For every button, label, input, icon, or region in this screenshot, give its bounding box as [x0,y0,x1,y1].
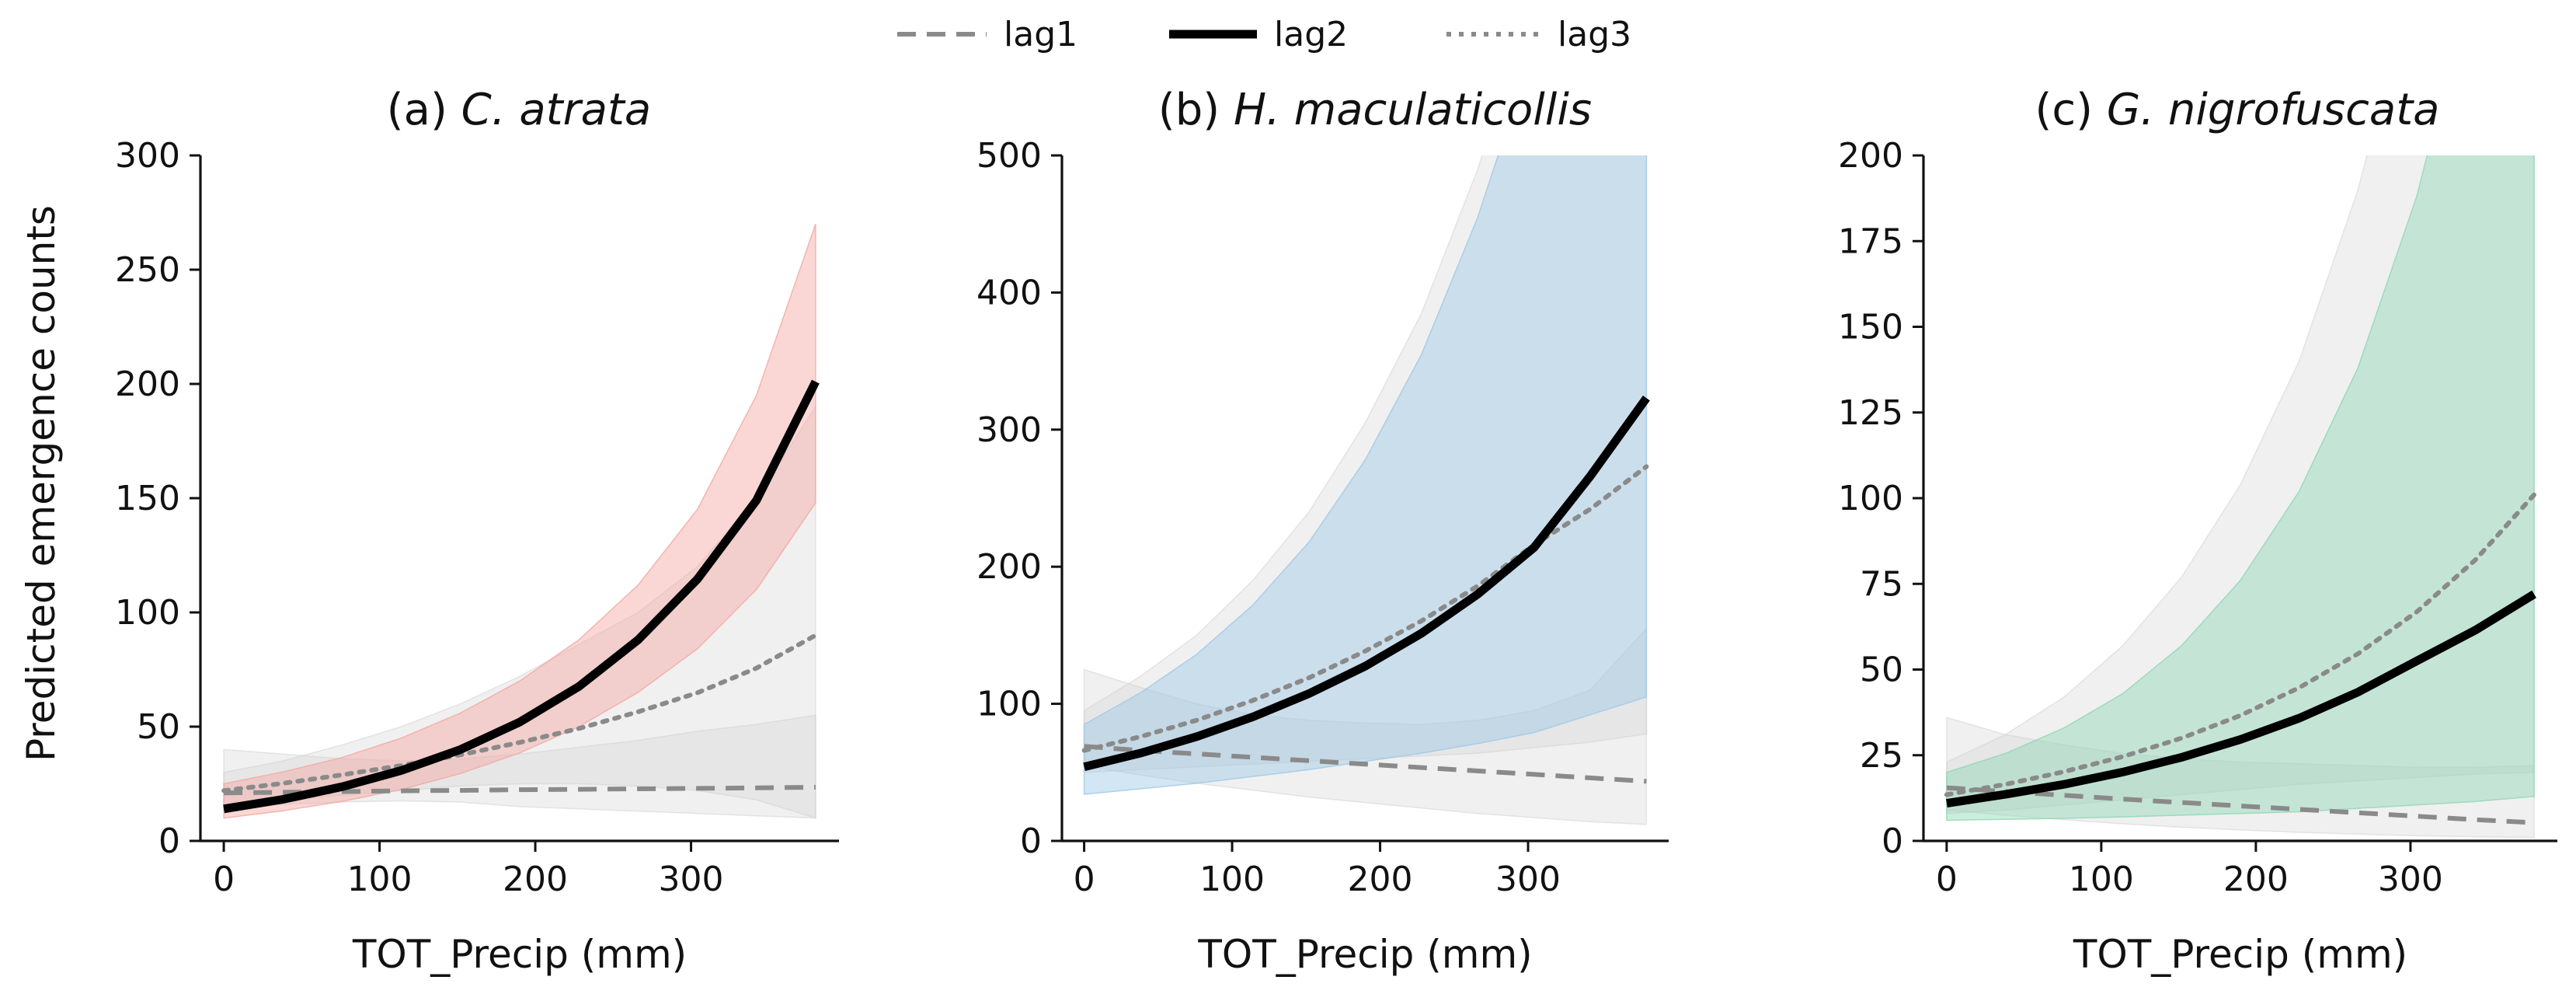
panel-a-y-tick-label: 0 [158,821,180,861]
panel-c-x-tick-label: 0 [1936,860,1958,899]
legend: lag1 lag2 lag3 [897,15,1631,54]
panel-a-y-tick-label: 150 [115,479,180,518]
panel-b-line-lag2 [1083,395,1650,772]
panel-c-y-tick-label: 25 [1860,736,1903,776]
panel-b-title-prefix: (b) [1158,85,1234,135]
panel-a-x-tick-label: 300 [659,860,724,899]
panel-c-y-tick-label: 150 [1838,308,1903,347]
panel-b-y-tick-label: 300 [976,410,1042,450]
panel-b-h-maculaticollis: (b) H. maculaticollis TOT_Precip (mm) 0 1… [976,85,1669,977]
panel-b-band-lag1 [1083,626,1648,825]
panel-c-y-tick-label: 75 [1860,564,1903,604]
panel-b-band-lag2 [1083,155,1648,795]
panel-b-x-axis-label: TOT_Precip (mm) [1197,932,1532,977]
panel-a-title-species: C. atrata [461,85,652,135]
panel-a-y-tick-label: 200 [115,364,180,404]
panel-a-x-axis-label: TOT_Precip (mm) [352,932,687,977]
panel-b-x-tick-label: 0 [1074,860,1095,899]
panel-b-band-lag3 [1083,155,1648,773]
panel-a-x-tick-label: 200 [503,860,568,899]
panel-a-line-lag2 [223,379,820,814]
legend-label-lag1: lag1 [1004,15,1077,54]
panel-a-line-lag3 [221,633,818,793]
panel-a-band-lag2 [223,223,816,819]
panel-a-plot-area [221,223,820,819]
panel-c-line-lag2 [1946,590,2536,807]
panel-b-x-tick-label: 100 [1199,860,1265,899]
panel-a-y-tick-label: 250 [115,250,180,290]
y-axis-label: Predicted emergence counts [19,205,64,762]
panel-c-band-lag1 [1946,717,2535,839]
panel-b-y-tick-label: 200 [976,547,1042,587]
panel-a-y-tick-label: 100 [115,593,180,633]
panel-c-y-tick-label: 50 [1860,650,1903,690]
panel-b-plot-area [1081,155,1650,825]
panel-c-x-tick-label: 300 [2378,860,2443,899]
panel-b-line-lag1 [1084,744,1647,784]
panel-c-y-tick-label: 0 [1882,821,1903,861]
panel-c-x-axis-label: TOT_Precip (mm) [2073,932,2407,977]
panel-c-y-tick-label: 175 [1838,221,1903,261]
panel-c-title-prefix: (c) [2035,85,2107,135]
panel-a-title: (a) C. atrata [387,85,651,135]
panel-b-line-lag3 [1081,464,1649,753]
panel-a-y-tick-label: 300 [115,136,180,176]
panel-a-c-atrata: (a) C. atrata TOT_Precip (mm) 0 50 100 150 2… [115,85,839,977]
panel-a-title-prefix: (a) [387,85,461,135]
panel-c-y-tick-label: 200 [1838,136,1903,176]
panel-a-x-tick-label: 0 [213,860,235,899]
panel-b-x-tick-label: 200 [1348,860,1413,899]
panel-c-x-tick-label: 200 [2223,860,2289,899]
panel-a-x-tick-label: 100 [347,860,413,899]
panel-c-plot-area [1944,155,2537,839]
panel-b-title: (b) H. maculaticollis [1158,85,1592,135]
panel-c-y-tick-label: 125 [1838,393,1903,433]
legend-label-lag2: lag2 [1274,15,1348,54]
panel-c-g-nigrofuscata: (c) G. nigrofuscata TOT_Precip (mm) 0 25 5… [1838,85,2557,977]
panel-a-y-tick-label: 50 [137,707,180,747]
panel-c-line-lag3 [1944,492,2537,797]
panel-c-title: (c) G. nigrofuscata [2035,85,2440,135]
panel-c-line-lag1 [1946,785,2535,825]
panel-b-y-tick-label: 100 [976,685,1042,724]
panel-c-band-lag2 [1946,155,2535,821]
panel-b-y-tick-label: 0 [1020,821,1042,861]
panel-b-title-species: H. maculaticollis [1234,85,1592,135]
legend-label-lag3: lag3 [1558,15,1631,54]
panel-b-y-tick-label: 500 [976,136,1042,176]
panel-c-title-species: G. nigrofuscata [2107,85,2440,135]
panel-b-x-tick-label: 300 [1495,860,1561,899]
panel-c-y-tick-label: 100 [1838,479,1903,518]
panel-c-x-tick-label: 100 [2069,860,2134,899]
panel-b-y-tick-label: 400 [976,273,1042,312]
